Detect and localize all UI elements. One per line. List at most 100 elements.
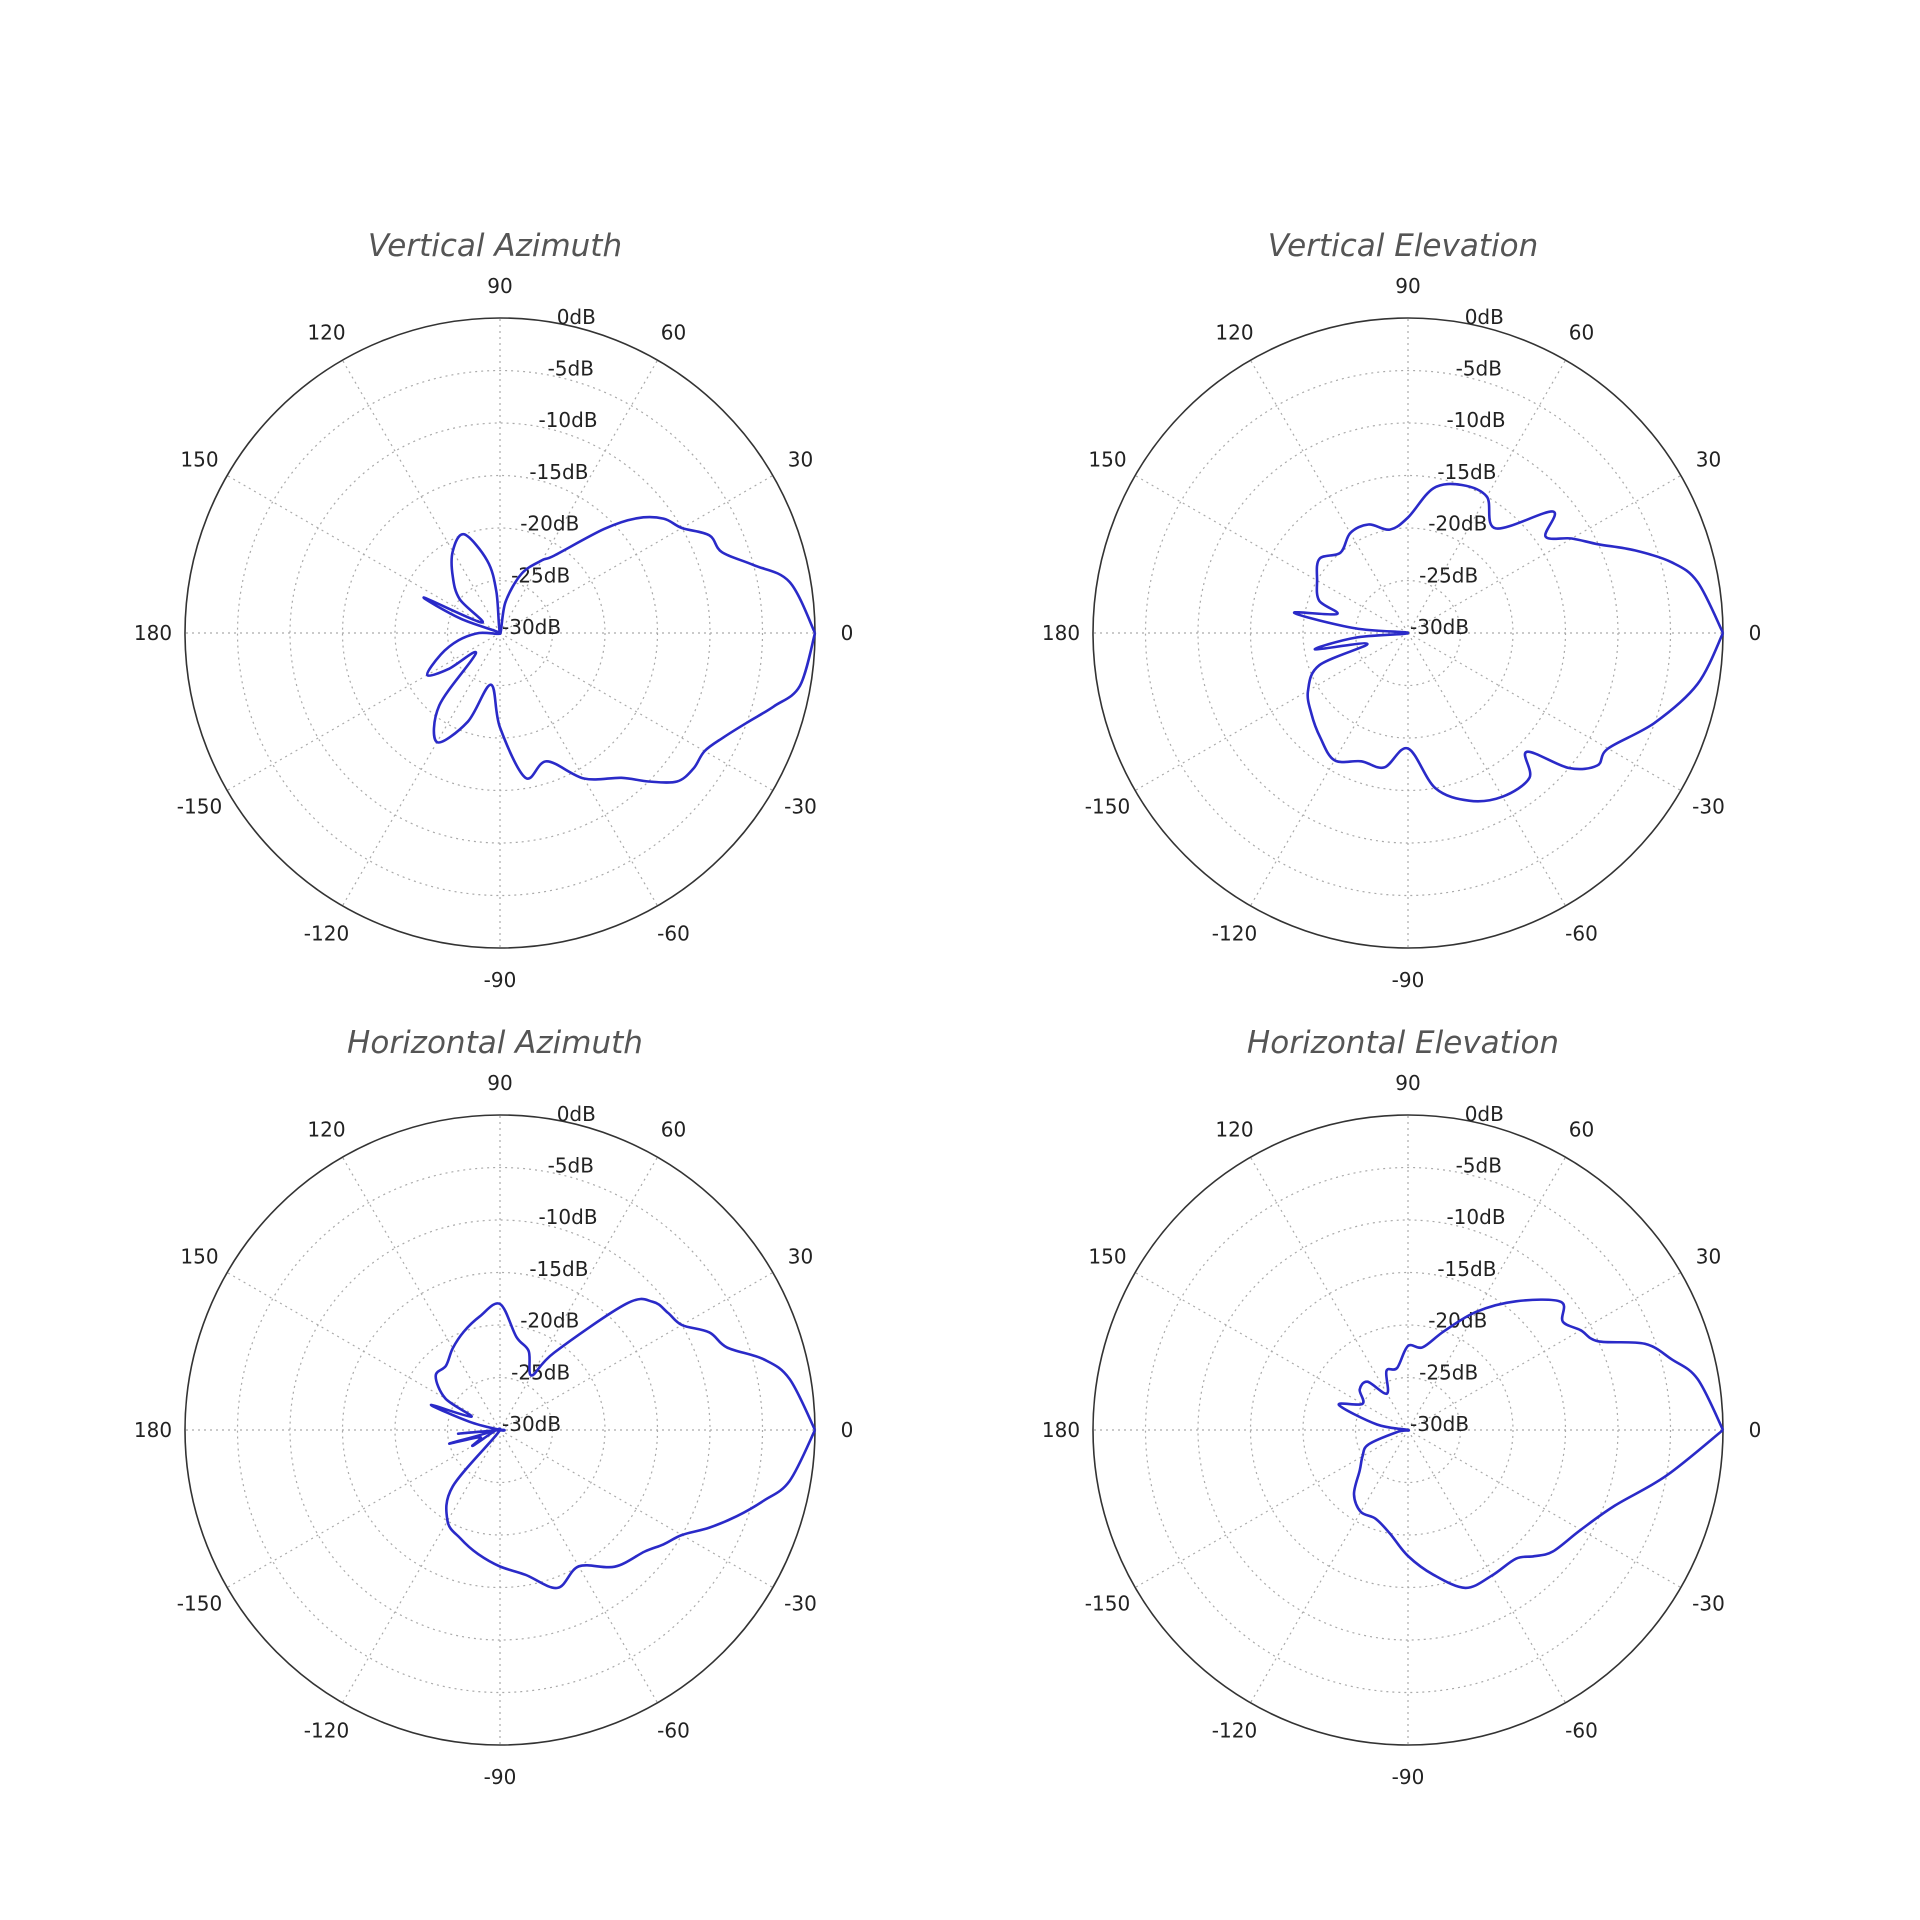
radial-tick-label: -10dB (1446, 1205, 1505, 1229)
angle-tick-label: -150 (177, 1592, 222, 1616)
radial-tick-label: 0dB (557, 305, 596, 329)
grid-spoke (341, 632, 501, 907)
angle-tick-label: 30 (1696, 1245, 1721, 1269)
radial-tick-label: -15dB (529, 460, 588, 484)
angle-tick-label: 60 (1569, 320, 1594, 344)
grid-spoke (1134, 1271, 1409, 1431)
angle-tick-label: -30 (1692, 795, 1725, 819)
radial-tick-label: -20dB (520, 512, 579, 536)
grid-spoke (1407, 1156, 1567, 1431)
grid-spoke (499, 632, 774, 792)
radial-tick-label: -30dB (502, 1412, 561, 1436)
angle-tick-label: 0 (841, 1418, 854, 1442)
grid-ring (236, 1166, 764, 1694)
radial-tick-label: -30dB (1410, 1412, 1469, 1436)
radial-tick-label: -10dB (538, 1205, 597, 1229)
grid-spoke (1407, 632, 1567, 907)
grid-ring (1144, 1166, 1672, 1694)
radial-tick-label: -5dB (548, 356, 594, 380)
angle-tick-label: 90 (1395, 1071, 1420, 1095)
grid-spoke (1407, 1429, 1682, 1589)
grid-ring (394, 1324, 606, 1536)
angle-tick-label: -60 (1565, 922, 1598, 946)
polar-chart: 0 30 60 90 120 150 180 -150 -120 -90 -60 -30 0dB -5dB… (1042, 274, 1761, 992)
angle-tick-label: 30 (788, 448, 813, 472)
angle-tick-label: 120 (1215, 1117, 1253, 1141)
radial-tick-label: -15dB (1437, 460, 1496, 484)
angle-tick-label: 60 (661, 1117, 686, 1141)
chart-panel-2: Horizontal Azimuth 0 30 60 90 120 150 180 -150 -… (95, 1025, 895, 1825)
grid-spoke (499, 1271, 774, 1431)
chart-panel-0: Vertical Azimuth 0 30 60 90 120 150 180 -150 -12… (95, 228, 895, 1028)
angle-tick-label: 150 (1088, 1245, 1126, 1269)
grid-spoke (1249, 1156, 1409, 1431)
angle-tick-label: -150 (1085, 795, 1130, 819)
angle-tick-label: -30 (784, 795, 817, 819)
pattern-trace (1292, 482, 1725, 803)
angle-tick-label: -150 (177, 795, 222, 819)
radial-tick-label: -20dB (520, 1309, 579, 1333)
angle-tick-label: -60 (1565, 1719, 1598, 1743)
grid-spoke (1407, 1271, 1682, 1431)
angle-tick-label: 180 (1042, 621, 1080, 645)
grid-spoke (226, 1271, 501, 1431)
grid-spoke (226, 1429, 501, 1589)
angle-tick-label: 60 (1569, 1117, 1594, 1141)
radial-tick-label: -25dB (1419, 1360, 1478, 1384)
grid-spoke (499, 474, 774, 634)
angle-tick-label: -150 (1085, 1592, 1130, 1616)
radial-tick-label: 0dB (1465, 305, 1504, 329)
angle-tick-label: 120 (307, 1117, 345, 1141)
radial-tick-label: -5dB (1456, 356, 1502, 380)
chart-title: Horizontal Azimuth (347, 1025, 643, 1061)
angle-tick-label: -30 (1692, 1592, 1725, 1616)
radial-tick-label: 0dB (557, 1102, 596, 1126)
angle-tick-label: 150 (180, 1245, 218, 1269)
grid-ring (1354, 579, 1462, 687)
chart-panel-3: Horizontal Elevation 0 30 60 90 120 150 180 -15… (1003, 1025, 1803, 1825)
angle-tick-label: 150 (1088, 448, 1126, 472)
angle-tick-label: 60 (661, 320, 686, 344)
radial-tick-label: -20dB (1428, 512, 1487, 536)
angle-tick-label: -60 (657, 1719, 690, 1743)
grid-spoke (499, 359, 659, 634)
radial-tick-label: -10dB (538, 408, 597, 432)
angle-tick-label: -120 (304, 1719, 349, 1743)
angle-tick-label: 30 (788, 1245, 813, 1269)
grid-spoke (499, 1429, 774, 1589)
grid-ring (446, 579, 554, 687)
radial-tick-label: -30dB (1410, 615, 1469, 639)
angle-tick-label: -30 (784, 1592, 817, 1616)
grid-spoke (1249, 1429, 1409, 1704)
grid-ring (446, 1376, 554, 1484)
angle-tick-label: 120 (307, 320, 345, 344)
angle-tick-label: 90 (1395, 274, 1420, 298)
chart-panel-1: Vertical Elevation 0 30 60 90 120 150 180 -150 -… (1003, 228, 1803, 1028)
angle-tick-label: 180 (134, 621, 172, 645)
chart-title: Horizontal Elevation (1246, 1025, 1560, 1061)
grid-spoke (226, 474, 501, 634)
pattern-trace (429, 1297, 817, 1590)
grid-spoke (1134, 632, 1409, 792)
angle-tick-label: 180 (134, 1418, 172, 1442)
radial-tick-label: -5dB (1456, 1153, 1502, 1177)
chart-title: Vertical Elevation (1267, 228, 1539, 264)
grid-ring (1354, 1376, 1462, 1484)
angle-tick-label: 90 (487, 274, 512, 298)
angle-tick-label: -120 (1212, 922, 1257, 946)
grid-ring (394, 527, 606, 739)
angle-tick-label: 90 (487, 1071, 512, 1095)
radial-tick-label: -10dB (1446, 408, 1505, 432)
grid-ring (236, 369, 764, 897)
radial-tick-label: -15dB (529, 1257, 588, 1281)
grid-spoke (1134, 474, 1409, 634)
grid-ring (1302, 1324, 1514, 1536)
polar-chart: 0 30 60 90 120 150 180 -150 -120 -90 -60 -30 0dB -5dB… (1042, 1071, 1761, 1789)
grid-ring (1144, 369, 1672, 897)
angle-tick-label: -90 (1392, 968, 1425, 992)
grid-spoke (499, 1156, 659, 1431)
pattern-trace (422, 515, 817, 784)
grid-spoke (226, 632, 501, 792)
angle-tick-label: 30 (1696, 448, 1721, 472)
grid-spoke (1407, 474, 1682, 634)
